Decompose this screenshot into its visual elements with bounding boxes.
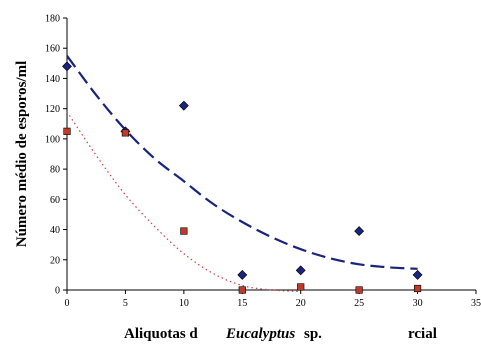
x-axis-label-part-2: Eucalyptus <box>225 326 295 342</box>
point-diamond <box>178 100 189 111</box>
x-tick-label: 0 <box>65 298 70 309</box>
trendline-2 <box>66 111 301 293</box>
point-square <box>238 286 246 294</box>
x-axis-label-part-1: Aliquotas d <box>124 326 198 342</box>
point-diamond <box>412 269 423 280</box>
data-points <box>62 61 423 294</box>
y-tick-label: 160 <box>45 44 60 55</box>
x-tick-label: 20 <box>296 298 306 309</box>
point-diamond <box>354 226 365 236</box>
point-square <box>63 127 71 135</box>
axis-labels: Número médio de esporos/ml Aliquotas d Euc… <box>14 61 437 342</box>
y-tick-label: 40 <box>50 225 60 236</box>
x-tick-label: 5 <box>123 298 128 309</box>
x-tick-label: 25 <box>354 298 364 309</box>
axes: 0 20 40 60 80 100 120 140 160 180 0 5 10 15 20 25 30 35 <box>45 14 481 310</box>
y-tick-label: 20 <box>50 255 60 266</box>
x-tick-label: 35 <box>471 298 481 309</box>
point-diamond <box>295 265 306 276</box>
y-tick-label: 180 <box>45 14 60 25</box>
point-square <box>355 286 363 294</box>
point-square <box>121 129 130 137</box>
trendlines <box>66 55 418 293</box>
y-tick-label: 120 <box>45 104 60 115</box>
x-tick-label: 15 <box>237 298 247 309</box>
y-tick-label: 100 <box>45 134 60 145</box>
y-tick-label: 80 <box>50 165 60 176</box>
y-tick-label: 0 <box>55 286 60 297</box>
y-tick-label: 140 <box>45 74 60 85</box>
x-axis-label-part-4: rcial <box>408 326 437 342</box>
x-axis-label-part-3: sp. <box>304 326 322 342</box>
x-tick-label: 10 <box>179 298 189 309</box>
point-square <box>413 284 422 293</box>
point-square <box>180 227 188 235</box>
point-diamond <box>62 61 72 72</box>
point-diamond <box>237 269 248 280</box>
trendline-1 <box>66 55 418 270</box>
y-tick-label: 60 <box>50 195 60 206</box>
point-square <box>297 283 305 291</box>
x-tick-label: 30 <box>413 298 423 309</box>
y-axis-label: Número médio de esporos/ml <box>14 61 30 248</box>
